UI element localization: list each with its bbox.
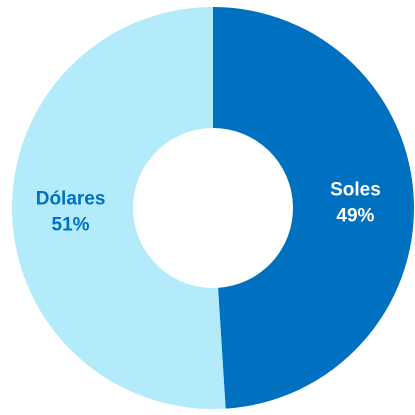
slice	[11, 7, 226, 410]
slice-label: Soles	[330, 180, 381, 201]
slice	[213, 7, 414, 409]
slice-value-label: 49%	[336, 206, 374, 227]
slice-label: Dólares	[36, 188, 106, 209]
slice-value-label: 51%	[52, 214, 90, 235]
